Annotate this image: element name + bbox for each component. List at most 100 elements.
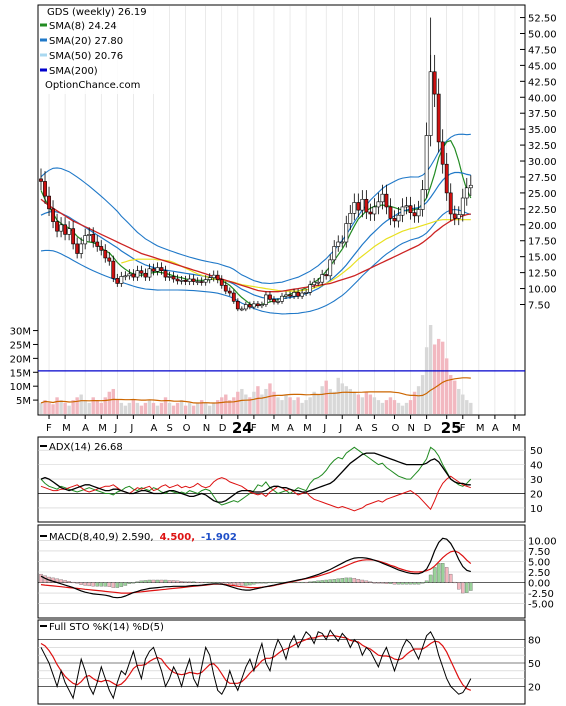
symbol-title: GDS (weekly) 26.19 (47, 7, 147, 18)
volume-bar (400, 405, 405, 414)
candle-body (404, 205, 409, 208)
macd-value: MACD(8,40,9) 2.590, (49, 532, 154, 543)
macd-histogram-bar (336, 578, 340, 583)
volume-bar (344, 386, 348, 414)
macd-histogram-bar (39, 573, 43, 583)
macd-histogram-bar (179, 581, 184, 583)
x-tick-label: 24 (232, 419, 253, 437)
candle-body (75, 243, 80, 254)
macd-histogram-bar (91, 582, 95, 587)
volume-bar (256, 386, 260, 414)
volume-bar (440, 341, 445, 414)
candle-body (444, 163, 449, 194)
volume-bar (372, 397, 377, 414)
x-tick-label: F (46, 423, 52, 434)
volume-bar (296, 397, 300, 414)
volume-bar (111, 388, 116, 414)
candle-body (420, 189, 425, 210)
candle-body (159, 267, 164, 272)
candle-body (155, 267, 160, 272)
adx-tick-label: 20 (530, 489, 543, 500)
candle-body (123, 275, 128, 278)
volume-axis: 30M 25M 20M 15M 10M 5M (10, 327, 38, 407)
candle-body (380, 193, 385, 203)
adx-line (40, 452, 471, 503)
macd-histogram-bar (324, 579, 328, 583)
volume-bar (47, 402, 51, 414)
price-axis: 52.50 50.00 47.50 45.00 42.50 40.00 37.50 35.00… (520, 14, 557, 311)
macd-histogram-bar (87, 582, 91, 587)
candle-body (95, 241, 100, 247)
sma-line-sma8 (40, 139, 472, 307)
adx-label: ADX(14) 26.68 (49, 442, 123, 453)
volume-bar (67, 405, 71, 414)
macd-histogram-bar (115, 582, 120, 588)
candle-body (292, 292, 296, 297)
candle-body (312, 281, 317, 286)
volume-bar (340, 383, 344, 414)
macd-histogram-bar (151, 579, 156, 583)
x-tick-label: F (251, 423, 257, 434)
volume-sma-line (40, 377, 471, 404)
price-tick-label: 40.00 (528, 93, 557, 104)
price-tick-label: 42.50 (528, 77, 557, 88)
x-tick-label: S (167, 423, 173, 434)
candle-body (243, 304, 248, 310)
macd-histogram-bar (139, 580, 144, 583)
macd-histogram-bar (260, 582, 264, 584)
candle-body (79, 243, 84, 254)
volume-bar (436, 338, 441, 414)
candle-body (348, 213, 353, 224)
legend: GDS (weekly) 26.19 SMA(8) 24.24 SMA(20) 2… (40, 6, 168, 94)
volume-bar (103, 397, 107, 414)
candle-body (392, 218, 397, 222)
x-tick-label: D (219, 423, 227, 434)
volume-bar (360, 397, 365, 414)
macd-histogram-bar (432, 567, 437, 583)
candle-body (239, 308, 244, 311)
candle-body (151, 268, 156, 272)
macd-histogram (39, 563, 473, 594)
volume-tick-label: 15M (10, 368, 31, 379)
volume-bar (280, 400, 284, 414)
volume-bar (55, 397, 59, 414)
volume-bar (288, 397, 292, 414)
volume-bar (356, 394, 361, 414)
macd-histogram-bar (364, 580, 369, 583)
candle-body (368, 211, 373, 215)
volume-bar (469, 402, 473, 414)
macd-histogram-bar (424, 580, 429, 583)
candle-body (147, 268, 152, 278)
macd-histogram-bar (444, 567, 449, 583)
candle-body (127, 273, 132, 277)
x-tick-label: M (271, 423, 280, 434)
candle-body (372, 206, 377, 215)
volume-bar (300, 402, 304, 414)
macd-tick-label: 2.50 (528, 568, 550, 579)
adx-lines (40, 446, 472, 512)
candle-body (131, 273, 136, 278)
candle-body (91, 234, 96, 243)
macd-histogram-bar (400, 582, 405, 585)
macd-histogram-bar (75, 582, 79, 584)
volume-bar (449, 375, 453, 414)
volume-bar (312, 391, 316, 414)
adx-minus-di-line (40, 475, 471, 512)
volume-bar (384, 400, 389, 414)
macd-histogram-bar (143, 580, 148, 583)
x-tick-label: J (129, 423, 133, 434)
volume-bar (39, 402, 43, 414)
candle-body (436, 93, 441, 143)
volume-bar (167, 402, 172, 414)
macd-histogram-bar (244, 582, 248, 586)
price-tick-label: 50.00 (528, 30, 557, 41)
volume-bar (135, 402, 140, 414)
macd-histogram-bar (428, 574, 433, 583)
candle-body (352, 202, 357, 214)
x-tick-label: M (512, 423, 521, 434)
macd-histogram-bar (304, 581, 308, 584)
price-tick-label: 20.00 (528, 221, 557, 232)
volume-bar (203, 402, 208, 414)
x-tick-label: M (303, 423, 312, 434)
macd-histogram-bar (95, 582, 99, 587)
